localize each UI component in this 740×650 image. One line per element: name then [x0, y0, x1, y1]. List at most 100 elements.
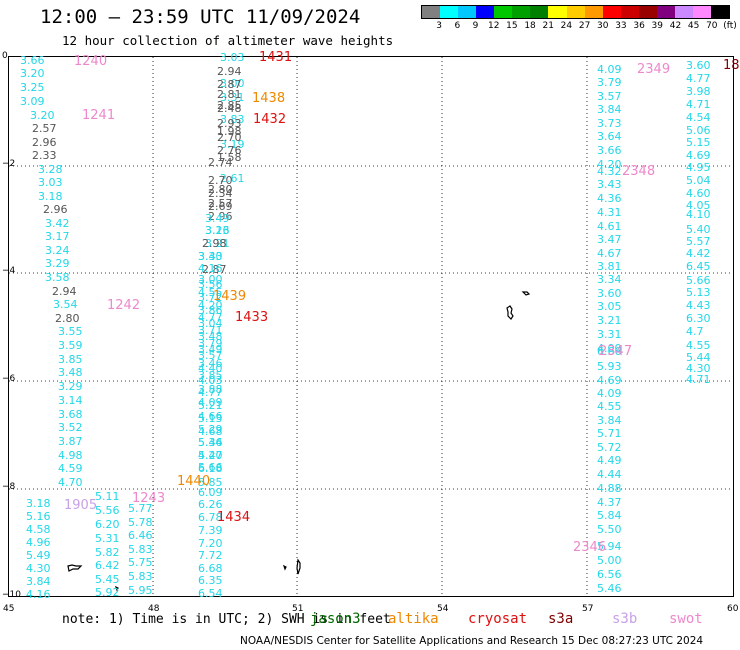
color-scale-labels: 3 6 9 12 15 18 21 24 27 30 33 36 39 42 45 70 (ft): [421, 21, 736, 33]
pass-time-label: 1240: [74, 54, 107, 69]
color-scale-bar: [421, 5, 730, 19]
wave-height-value: 4.69: [686, 149, 711, 162]
wave-height-value: 3.85: [198, 369, 223, 382]
wave-height-value: 2.57: [32, 122, 57, 135]
wave-height-value: 3.84: [26, 575, 51, 588]
wave-height-value: 4.70: [58, 476, 83, 489]
wave-height-value: 3.09: [20, 95, 45, 108]
wave-height-value: 2.48: [217, 102, 242, 115]
wave-height-value: 3.43: [597, 178, 622, 191]
scale-swatch: [440, 6, 459, 18]
scale-label: 30: [597, 21, 609, 31]
wave-height-value: 1.58: [217, 151, 242, 164]
pass-time-label: 1432: [253, 112, 286, 127]
island-shape: [114, 585, 119, 592]
wave-height-value: 6.18: [198, 462, 223, 475]
wave-height-value: 5.46: [597, 582, 622, 595]
island-shape: [521, 291, 531, 296]
wave-height-value: 4.16: [198, 262, 223, 275]
wave-height-value: 3.49: [205, 212, 230, 225]
wave-height-value: 6.20: [95, 518, 120, 531]
wave-height-value: 3.60: [686, 59, 711, 72]
scale-swatch: [620, 6, 639, 18]
wave-height-value: 6.56: [597, 568, 622, 581]
wave-height-value: 3.79: [198, 337, 223, 350]
scale-swatch: [476, 6, 495, 18]
wave-height-value: 5.92: [95, 586, 120, 599]
wave-height-value: 5.36: [198, 436, 223, 449]
wave-height-value: 3.31: [597, 328, 622, 341]
wave-height-value: 5.77: [128, 502, 153, 515]
wave-height-value: 6.42: [95, 559, 120, 572]
wave-height-value: 3.98: [686, 85, 711, 98]
map-frame: [8, 56, 734, 597]
wave-height-value: 4.61: [597, 220, 622, 233]
wave-height-value: 3.20: [30, 109, 55, 122]
wave-height-value: 4.95: [686, 161, 711, 174]
wave-height-value: 3.54: [53, 298, 78, 311]
wave-height-value: 3.00: [220, 77, 245, 90]
scale-label: 39: [651, 21, 664, 31]
wave-height-value: 3.34: [597, 273, 622, 286]
wave-height-value: 3.60: [597, 287, 622, 300]
wave-height-value: 2.70: [208, 174, 233, 187]
wave-height-value: 3.29: [58, 380, 83, 393]
longitude-tick-label: 48: [148, 604, 160, 614]
wave-height-value: 5.95: [128, 584, 153, 597]
wave-height-value: 5.83: [128, 543, 153, 556]
wave-height-value: 2.74: [208, 156, 233, 169]
credit-line: NOAA/NESDIS Center for Satellite Applica…: [240, 635, 704, 647]
wave-height-value: 3.56: [198, 278, 223, 291]
scale-swatch: [548, 6, 567, 18]
wave-height-value: 2.80: [208, 183, 233, 196]
wave-height-value: 3.58: [45, 271, 70, 284]
satellite-legend-jason3: jason3: [310, 611, 361, 627]
wave-height-value: 5.84: [597, 509, 622, 522]
wave-height-value: 2.33: [32, 149, 57, 162]
wave-height-value: 3.66: [597, 144, 622, 157]
wave-height-value: 3.30: [198, 250, 223, 263]
wave-height-value: 3.79: [597, 76, 622, 89]
pass-time-label: 1438: [252, 91, 285, 106]
wave-height-value: 4.10: [686, 208, 711, 221]
wave-height-value: 3.52: [58, 421, 83, 434]
wave-height-value: 4.09: [597, 387, 622, 400]
wave-height-value: 4.20: [198, 299, 223, 312]
wave-height-value: 4.66: [198, 410, 223, 423]
pass-time-label: 1439: [213, 289, 246, 304]
pass-time-label: 2348: [622, 164, 655, 179]
wave-height-value: 2.69: [208, 200, 233, 213]
scale-swatch: [512, 6, 531, 18]
wave-height-value: 3.43: [198, 250, 223, 263]
wave-height-value: 3.14: [58, 394, 83, 407]
scale-label: 70: [706, 21, 718, 31]
satellite-legend-altika: altika: [388, 611, 439, 627]
wave-height-value: 5.49: [26, 549, 51, 562]
wave-height-value: 3.72: [198, 291, 223, 304]
wave-height-value: 5.75: [128, 556, 153, 569]
pass-time-label: 1434: [217, 510, 250, 525]
pass-time-label: 1243: [132, 491, 165, 506]
wave-height-value: 3.55: [58, 325, 83, 338]
longitude-tick-label: 57: [582, 604, 594, 614]
wave-height-value: 4.67: [597, 247, 622, 260]
scale-label: 3: [436, 21, 443, 31]
wave-height-value: 7.72: [198, 549, 223, 562]
wave-height-value: 2.87: [217, 78, 242, 91]
wave-height-value: 2.94: [52, 285, 77, 298]
wave-height-value: 3.46: [198, 357, 223, 370]
wave-height-value: 2.96: [32, 136, 57, 149]
wave-height-value: 2.93: [217, 117, 242, 130]
wave-height-value: 6.30: [686, 312, 711, 325]
wave-height-value: 4.77: [198, 311, 223, 324]
scale-swatch: [602, 6, 621, 18]
scale-label: 15: [506, 21, 518, 31]
color-scale: 3 6 9 12 15 18 21 24 27 30 33 36 39 42 45 70 (ft): [421, 5, 737, 33]
wave-height-value: 3.21: [597, 314, 622, 327]
wave-height-value: 5.13: [198, 412, 223, 425]
wave-height-value: 2.96: [208, 210, 233, 223]
pass-time-label: 1433: [235, 310, 268, 325]
wave-height-value: 4.7: [686, 325, 704, 338]
wave-height-value: 4.88: [597, 482, 622, 495]
